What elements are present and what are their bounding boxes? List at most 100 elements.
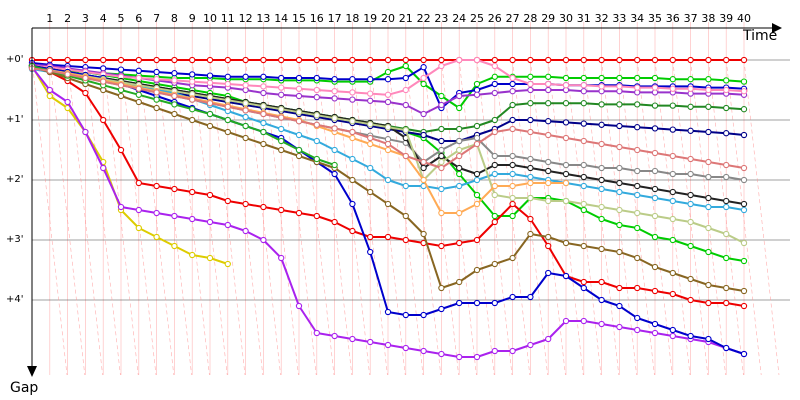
series-point <box>171 101 178 108</box>
series-point <box>189 56 196 64</box>
series-point <box>438 350 445 358</box>
x-tick-label: 35 <box>648 12 662 25</box>
series-point <box>402 152 409 160</box>
x-tick-label: 28 <box>523 12 537 25</box>
series-point <box>562 179 570 187</box>
series-point <box>420 164 427 172</box>
series-point <box>562 56 570 64</box>
series-point <box>509 161 516 169</box>
x-tick-label: 13 <box>256 12 270 25</box>
series-point <box>189 251 196 259</box>
series-point <box>242 122 249 130</box>
series-point <box>82 74 89 82</box>
series-point <box>723 344 730 352</box>
x-tick-label: 8 <box>171 12 178 25</box>
series-point <box>420 80 427 88</box>
series-point <box>349 227 356 235</box>
series-point <box>331 332 338 340</box>
series-point <box>580 74 587 82</box>
series-point <box>206 191 214 199</box>
series-point <box>224 80 231 88</box>
x-tick-label: 15 <box>292 12 306 25</box>
series-point <box>171 242 178 250</box>
series-point <box>527 179 534 187</box>
series-point <box>117 92 125 100</box>
series-point <box>651 212 659 220</box>
series-point <box>723 161 730 169</box>
series-point <box>705 194 712 202</box>
series-point <box>509 194 516 202</box>
series-point <box>669 215 676 223</box>
series-point <box>367 56 374 64</box>
series-point <box>224 73 231 80</box>
series-point <box>135 224 142 232</box>
series-point <box>438 158 445 166</box>
series-point <box>491 116 498 124</box>
series-point <box>135 67 142 74</box>
series-point <box>278 254 285 262</box>
series-layer <box>28 56 748 361</box>
series-point <box>438 137 445 145</box>
x-axis-arrow <box>772 23 782 33</box>
series-point <box>598 203 605 211</box>
series-point <box>242 73 249 80</box>
series-point <box>545 269 552 277</box>
series-point <box>562 317 570 325</box>
lap-trace-line <box>512 59 548 376</box>
series-point <box>598 121 605 128</box>
series-point <box>473 266 481 274</box>
series-point <box>189 78 196 85</box>
series-point <box>687 191 694 199</box>
series-point <box>295 152 303 160</box>
series-point <box>367 140 374 148</box>
x-tick-label: 5 <box>118 12 125 25</box>
series-point <box>562 272 570 280</box>
series-point <box>687 103 694 110</box>
series-point <box>153 76 160 83</box>
series-point <box>206 254 214 262</box>
series-point <box>224 103 231 110</box>
x-tick-label: 14 <box>274 12 288 25</box>
series-point <box>634 224 641 232</box>
x-tick-label: 19 <box>363 12 377 25</box>
series-point <box>456 152 463 160</box>
series-point <box>402 56 409 64</box>
series-point <box>100 116 107 124</box>
series-point <box>295 146 303 154</box>
series-point <box>634 56 641 64</box>
series-point <box>224 128 231 136</box>
series-point <box>313 112 320 119</box>
lap-trace-line <box>672 59 709 376</box>
lap-trace-line <box>31 59 68 376</box>
series-point <box>313 86 320 94</box>
series-point <box>420 64 427 71</box>
series-point <box>562 161 570 169</box>
series-point <box>331 146 338 154</box>
series-point <box>616 188 623 196</box>
series-point <box>580 242 587 250</box>
lap-trace-line <box>547 59 584 376</box>
series-point <box>313 121 320 128</box>
series-point <box>669 197 676 205</box>
series-point <box>349 96 356 103</box>
series-point <box>313 137 320 145</box>
series-point <box>384 341 392 349</box>
x-tick-label: 3 <box>82 12 89 25</box>
series-point <box>295 85 303 92</box>
series-point <box>491 218 498 226</box>
series-point <box>669 126 676 133</box>
series-point <box>260 56 267 64</box>
series-point <box>580 206 587 214</box>
series-point <box>545 86 552 94</box>
series-point <box>349 76 356 83</box>
series-point <box>153 56 160 64</box>
series-point <box>740 200 748 208</box>
x-tick-label: 18 <box>345 12 359 25</box>
series-point <box>46 86 53 94</box>
lap-trace-line <box>85 59 121 376</box>
series-point <box>295 56 303 64</box>
series-point <box>723 203 730 211</box>
series-point <box>420 74 427 82</box>
series-point <box>313 74 320 82</box>
lap-trace-line <box>458 59 495 376</box>
